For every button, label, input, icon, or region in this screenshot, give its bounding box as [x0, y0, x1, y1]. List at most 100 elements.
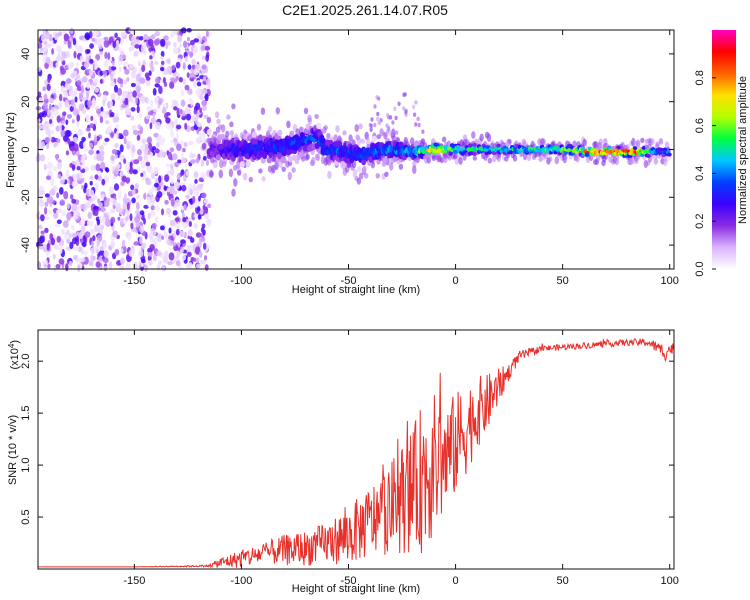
spectrogram-noise-cell: [150, 200, 154, 206]
spectrogram-noise-cell: [76, 80, 82, 87]
spectrogram-noise-cell: [104, 120, 110, 125]
spectrogram-noise-cell: [135, 210, 139, 215]
spectrogram-noise-cell: [40, 214, 45, 222]
x-tick-label: -150: [123, 575, 145, 587]
spectrogram-noise-cell: [154, 234, 158, 242]
spectrogram-band-cell: [257, 134, 263, 141]
spectrogram-faint-cell: [391, 131, 395, 137]
spectrogram-noise-cell: [157, 233, 163, 239]
spectrogram-noise-cell: [165, 117, 171, 124]
spectrogram-noise-cell: [150, 210, 156, 217]
y-tick-label: -40: [20, 237, 32, 253]
spectrogram-band-halo: [655, 141, 660, 147]
spectrogram-noise-cell: [148, 188, 153, 197]
spectrogram-noise-cell: [58, 247, 63, 254]
spectrogram-noise-cell: [165, 163, 170, 168]
spectrogram-noise-cell: [58, 31, 62, 37]
spectrogram-noise-cell: [102, 99, 106, 107]
spectrogram-noise-cell: [132, 169, 138, 175]
spectrogram-marks: [35, 27, 672, 273]
spectrogram-noise-cell: [44, 137, 50, 143]
spectrogram-noise-cell: [38, 97, 44, 105]
spectrogram-band-halo: [426, 156, 431, 164]
spectrogram-noise-cell: [183, 141, 188, 148]
spectrogram-noise-cell: [193, 38, 199, 43]
spectrogram-noise-cell: [160, 38, 166, 47]
spectrogram-noise-cell: [125, 164, 131, 171]
spectrogram-noise-cell: [191, 64, 196, 70]
spectrogram-noise-cell: [180, 239, 186, 244]
spectrogram-band-halo: [582, 138, 587, 147]
spectrogram-noise-cell: [105, 111, 109, 115]
spectrogram-noise-cell: [199, 95, 204, 101]
spectrogram-noise-cell: [130, 82, 136, 88]
spectrogram-band-cell: [220, 133, 226, 141]
spectrogram-noise-cell: [113, 116, 120, 123]
spectrogram-noise-cell: [141, 258, 146, 264]
spectrogram-noise-cell: [62, 135, 69, 142]
spectrogram-noise-cell: [80, 203, 86, 210]
spectrogram-noise-cell: [103, 250, 109, 258]
spectrogram-noise-cell: [61, 85, 65, 93]
spectrogram-noise-cell: [147, 111, 153, 116]
spectrogram-band-cell: [439, 145, 444, 150]
spectrogram-noise-cell: [150, 205, 155, 211]
spectrogram-band-halo: [458, 157, 463, 165]
spectrogram-noise-cell: [171, 153, 178, 161]
spectrogram-noise-cell: [146, 115, 151, 120]
spectrogram-band-halo: [261, 176, 266, 182]
spectrogram-faint-cell: [414, 100, 418, 105]
spectrogram-noise-cell: [93, 64, 98, 71]
spectrogram-band-halo: [599, 143, 604, 152]
spectrogram-noise-cell: [101, 178, 106, 186]
spectrogram-noise-cell: [81, 96, 88, 102]
spectrogram-noise-cell: [140, 265, 144, 271]
spectrogram-noise-cell: [96, 108, 102, 115]
spectrogram-noise-cell: [171, 29, 175, 36]
spectrogram-faint-cell: [414, 122, 418, 127]
spectrogram-noise-cell: [86, 80, 91, 90]
spectrogram-noise-cell: [65, 263, 69, 272]
spectrogram-noise-cell: [159, 149, 164, 158]
spectrogram-noise-cell: [189, 115, 196, 124]
spectrogram-noise-cell: [44, 62, 49, 69]
x-tick-label: 50: [557, 575, 569, 587]
spectrogram-faint-cell: [373, 104, 377, 109]
spectrogram-noise-cell: [112, 41, 117, 48]
spectrogram-noise-cell: [43, 163, 47, 171]
spectrogram-noise-cell: [202, 156, 207, 161]
spectrogram-faint-cell: [386, 112, 390, 118]
spectrogram-noise-cell: [49, 177, 55, 186]
spectrogram-noise-cell: [189, 51, 194, 58]
spectrogram-noise-cell: [92, 97, 96, 106]
spectrogram-noise-cell: [38, 185, 44, 191]
spectrogram-noise-cell: [82, 141, 87, 148]
spectrogram-noise-cell: [201, 136, 206, 144]
spectrogram-noise-cell: [109, 198, 116, 203]
x-tick-label: 0: [453, 575, 459, 587]
spectrogram-band-halo: [258, 168, 263, 174]
spectrogram-noise-cell: [177, 159, 182, 164]
spectrogram-band-cell: [667, 156, 672, 161]
spectrogram-noise-cell: [134, 44, 141, 49]
spectrogram-noise-cell: [139, 144, 146, 151]
spectrogram-noise-cell: [163, 35, 169, 41]
spectrogram-noise-cell: [102, 257, 109, 264]
spectrogram-noise-cell: [123, 79, 128, 85]
spectrogram-noise-cell: [135, 222, 140, 228]
spectrogram-noise-cell: [67, 40, 72, 49]
spectrogram-band-halo: [640, 137, 645, 144]
spectrogram-noise-cell: [93, 155, 97, 160]
spectrogram-panel: -150 -100 -50 0 50 100 -40 -20 0 20 40 Height of …: [5, 27, 679, 296]
spectrogram-noise-cell: [59, 187, 64, 195]
spectrogram-noise-cell: [126, 143, 131, 150]
spectrogram-noise-cell: [145, 181, 152, 186]
spectrogram-noise-cell: [201, 104, 207, 112]
spectrogram-noise-cell: [89, 142, 94, 149]
spectrogram-band-halo: [231, 103, 236, 110]
spectrogram-noise-cell: [147, 38, 154, 47]
spectrogram-noise-cell: [103, 39, 110, 48]
spectrogram-noise-cell: [41, 141, 45, 149]
spectrogram-noise-cell: [108, 65, 112, 74]
spectrogram-noise-cell: [155, 177, 159, 184]
